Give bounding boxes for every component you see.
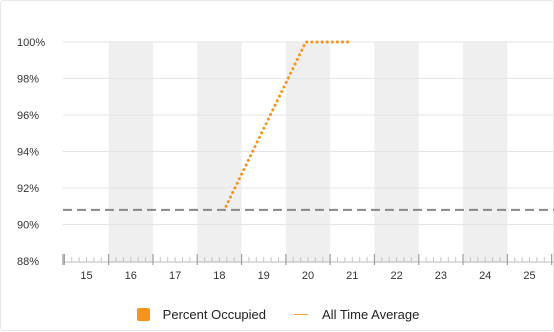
y-axis: 88% 90% 92% 94% 96% 98% 100% — [17, 37, 45, 268]
band-18 — [197, 42, 241, 263]
shaded-bands — [109, 42, 508, 263]
y-tick-label-96: 96% — [17, 110, 39, 122]
y-tick-label-92: 92% — [17, 183, 39, 195]
x-tick-label-17: 17 — [169, 270, 181, 282]
legend-label-percent-occupied: Percent Occupied — [163, 307, 266, 322]
x-tick-label-25: 25 — [523, 270, 535, 282]
legend-swatch-percent-occupied — [137, 308, 150, 321]
x-tick-label-20: 20 — [302, 270, 314, 282]
x-tick-label-19: 19 — [258, 270, 270, 282]
x-tick-label-21: 21 — [346, 270, 358, 282]
x-tick-label-16: 16 — [125, 270, 137, 282]
legend-swatch-all-time-average — [294, 314, 308, 315]
legend: Percent Occupied All Time Average — [1, 307, 554, 322]
band-16 — [109, 42, 153, 263]
band-20 — [286, 42, 330, 263]
legend-item-percent-occupied[interactable]: Percent Occupied — [137, 307, 266, 322]
x-tick-label-18: 18 — [213, 270, 225, 282]
y-tick-label-90: 90% — [17, 220, 39, 232]
x-tick-label-24: 24 — [479, 270, 491, 282]
x-tick-label-23: 23 — [435, 270, 447, 282]
x-tick-label-22: 22 — [390, 270, 402, 282]
legend-item-all-time-average[interactable]: All Time Average — [294, 307, 419, 322]
x-tick-label-15: 15 — [80, 270, 92, 282]
band-22 — [374, 42, 418, 263]
y-tick-label-88: 88% — [17, 256, 39, 268]
y-tick-label-98: 98% — [17, 74, 39, 86]
y-tick-label-94: 94% — [17, 147, 39, 159]
y-tick-label-100: 100% — [17, 37, 45, 49]
band-24 — [463, 42, 507, 263]
legend-label-all-time-average: All Time Average — [322, 307, 419, 322]
